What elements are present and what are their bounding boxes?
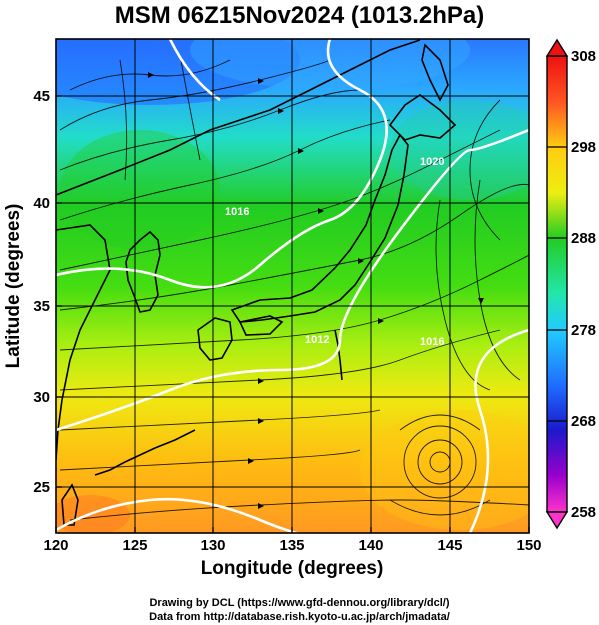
colorbar-tick-label: 288: [571, 230, 596, 247]
isobar-line: [56, 497, 330, 533]
isobar-line: [468, 328, 529, 533]
sakhalin-coast: [421, 43, 449, 102]
y-axis-title: Latitude (degrees): [3, 204, 24, 369]
colorbar-tick-label: 258: [571, 504, 596, 521]
isobar-label: 1016: [420, 336, 444, 348]
chart-title: MSM 06Z15Nov2024 (1013.2hPa): [114, 2, 485, 29]
y-tick-labels: 25 30 35 40 45: [33, 88, 50, 496]
isobar-label: 1016: [225, 206, 249, 218]
colorbar-tick-label: 308: [571, 48, 596, 65]
colorbar-bottom-triangle: [545, 511, 569, 530]
hokkaido-coast: [388, 94, 457, 141]
credit-line-dcl: Drawing by DCL (https://www.gfd-dennou.o…: [149, 597, 450, 609]
colorbar-tick-label: 278: [571, 322, 596, 339]
korea-coast: [125, 230, 161, 313]
x-axis-title: Longitude (degrees): [201, 558, 384, 579]
colorbar-tick-label: 268: [571, 413, 596, 430]
colorbar-bar: [546, 55, 568, 513]
wind-arrows: [148, 72, 484, 509]
temperature-field: [56, 39, 529, 533]
isobar-contours: [56, 39, 529, 533]
isobar-label: 1020: [420, 156, 444, 168]
x-tick-label: 125: [122, 537, 147, 554]
x-tick-label: 150: [516, 537, 541, 554]
ryukyu-islands: [94, 429, 196, 476]
x-tick-label: 140: [358, 537, 383, 554]
isobar-line: [56, 39, 388, 289]
x-tick-label: 130: [200, 537, 225, 554]
x-tick-labels: 120 125 130 135 140 145 150: [43, 537, 541, 554]
china-coast: [56, 224, 111, 461]
honshu-coast: [230, 133, 409, 323]
colorbar: 308 298 288 278 268 258: [545, 38, 596, 530]
isobar-line: [56, 128, 529, 432]
gridlines: [56, 39, 529, 533]
colorbar-tick-label: 298: [571, 139, 596, 156]
y-tick-label: 25: [33, 479, 50, 496]
y-tick-label: 30: [33, 389, 50, 406]
russia-coast: [56, 39, 421, 196]
isobar-label: 1012: [305, 334, 329, 346]
kyushu-coast: [197, 317, 233, 361]
isobar-labels: 1016 1020 1012 1016: [225, 156, 444, 348]
credit-line-data-source: Data from http://database.rish.kyoto-u.a…: [149, 611, 450, 623]
x-tick-label: 120: [43, 537, 68, 554]
x-tick-label: 135: [279, 537, 304, 554]
y-tick-label: 45: [33, 88, 50, 105]
izu-islands: [334, 329, 343, 381]
y-tick-label: 40: [33, 195, 50, 212]
coastlines: [56, 39, 457, 526]
wind-streamlines: [59, 54, 529, 521]
x-tick-label: 145: [437, 537, 462, 554]
y-tick-label: 35: [33, 298, 50, 315]
colorbar-top-triangle: [545, 38, 569, 57]
tick-marks: [55, 95, 530, 533]
shikoku-coast: [238, 315, 284, 336]
